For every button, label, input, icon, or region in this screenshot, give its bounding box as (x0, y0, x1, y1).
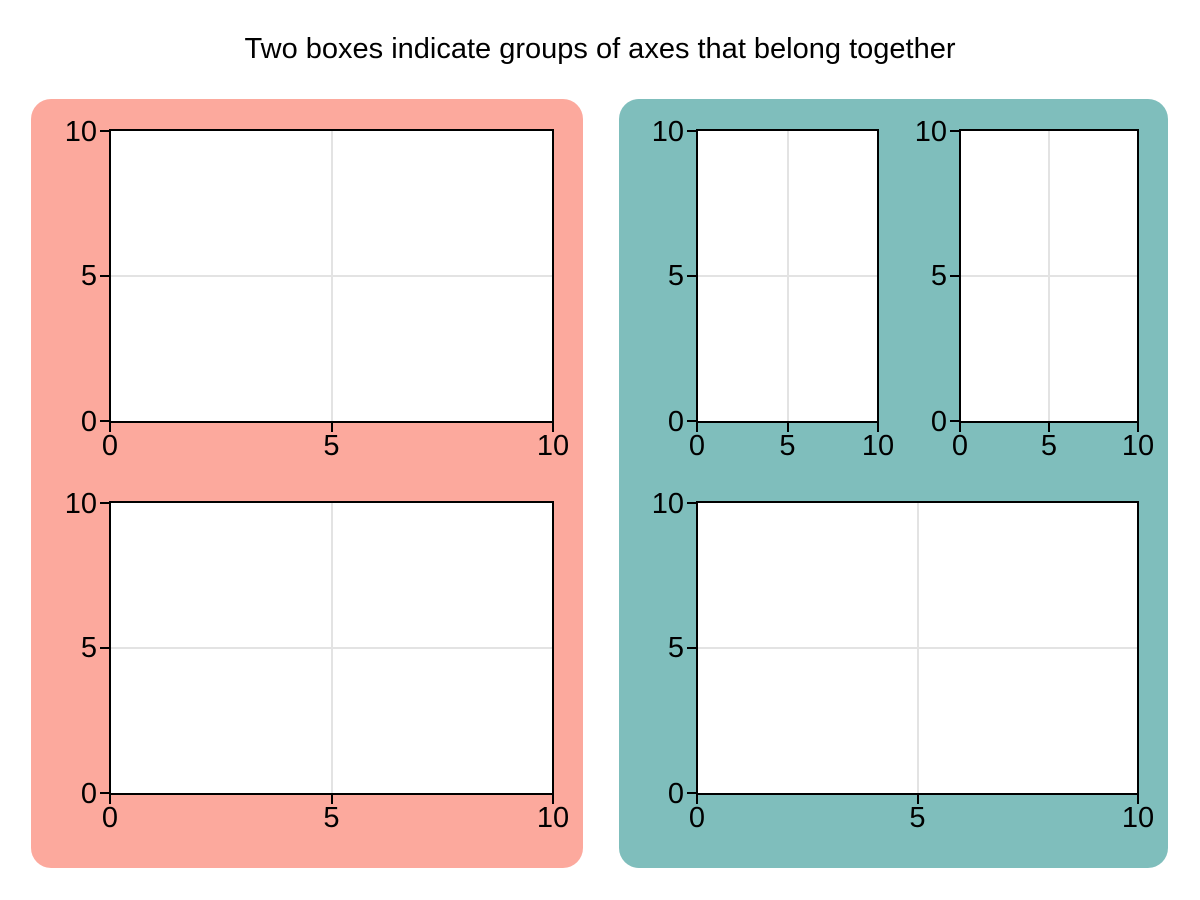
y-tick-mark (100, 502, 109, 504)
x-tick-mark (959, 423, 961, 432)
y-tick-mark (100, 792, 109, 794)
y-tick-label: 0 (667, 406, 684, 438)
x-tick-label: 10 (536, 430, 570, 462)
y-tick-label: 5 (80, 260, 97, 292)
x-tick-label: 0 (951, 430, 969, 462)
y-tick-label: 5 (80, 632, 97, 664)
x-tick-mark (109, 795, 111, 804)
x-tick-label: 5 (323, 802, 340, 834)
figure-title: Two boxes indicate groups of axes that b… (244, 33, 956, 65)
y-tick-mark (950, 420, 959, 422)
x-tick-mark (696, 795, 698, 804)
x-tick-label: 5 (1040, 430, 1058, 462)
x-tick-mark (330, 795, 333, 804)
y-tick-mark (100, 130, 109, 132)
x-tick-label: 10 (1121, 802, 1155, 834)
x-tick-label: 0 (688, 430, 706, 462)
gridline-horizontal (961, 275, 1137, 277)
y-tick-label: 10 (914, 116, 947, 148)
x-tick-label: 10 (536, 802, 570, 834)
y-tick-mark (687, 420, 696, 422)
y-tick-label: 0 (930, 406, 947, 438)
y-tick-mark (687, 647, 696, 649)
y-tick-mark (687, 275, 696, 277)
y-tick-label: 5 (930, 260, 947, 292)
x-tick-mark (696, 423, 698, 432)
x-tick-mark (786, 423, 789, 432)
axes-plot-left-top: 10 5 0 0 5 10 (65, 117, 569, 461)
x-tick-mark (1048, 423, 1050, 432)
y-tick-label: 0 (80, 778, 97, 810)
x-tick-mark (877, 423, 879, 432)
x-tick-label: 5 (779, 430, 796, 462)
y-tick-mark (950, 275, 959, 277)
x-tick-label: 10 (1121, 430, 1155, 462)
x-tick-mark (1137, 795, 1139, 804)
y-tick-mark (100, 647, 109, 649)
x-tick-label: 0 (101, 802, 119, 834)
x-tick-mark (552, 795, 554, 804)
y-tick-mark (100, 420, 109, 422)
axes-plot-right-bottom: 10 5 0 0 5 10 (652, 489, 1154, 833)
x-tick-label: 5 (909, 802, 926, 834)
x-tick-label: 0 (688, 802, 706, 834)
y-tick-label: 0 (667, 778, 684, 810)
y-tick-mark (950, 130, 959, 132)
y-tick-label: 10 (651, 488, 684, 520)
y-tick-label: 0 (80, 406, 97, 438)
gridline-horizontal (698, 275, 877, 277)
x-tick-mark (330, 423, 333, 432)
y-tick-mark (687, 502, 696, 504)
x-tick-label: 5 (323, 430, 340, 462)
gridline-horizontal (111, 275, 552, 277)
y-tick-label: 5 (667, 632, 684, 664)
y-tick-mark (687, 130, 696, 132)
axes-plot-left-bottom: 10 5 0 0 5 10 (65, 489, 569, 833)
y-tick-label: 5 (667, 260, 684, 292)
axes-plot-right-top-left: 10 5 0 0 5 10 (652, 117, 894, 461)
y-tick-mark (100, 275, 109, 277)
y-tick-label: 10 (64, 116, 97, 148)
axes-plot-right-top-right: 10 5 0 0 5 10 (915, 117, 1154, 461)
gridline-horizontal (698, 647, 1137, 649)
y-tick-mark (687, 792, 696, 794)
x-tick-mark (109, 423, 111, 432)
y-tick-label: 10 (64, 488, 97, 520)
x-tick-label: 10 (861, 430, 895, 462)
x-tick-mark (552, 423, 554, 432)
x-tick-label: 0 (101, 430, 119, 462)
gridline-horizontal (111, 647, 552, 649)
x-tick-mark (1137, 423, 1139, 432)
y-tick-label: 10 (651, 116, 684, 148)
x-tick-mark (916, 795, 919, 804)
